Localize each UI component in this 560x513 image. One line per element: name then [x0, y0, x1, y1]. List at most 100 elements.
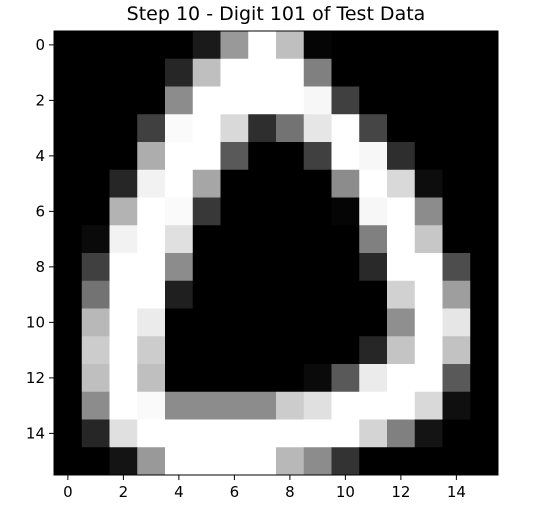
x-tick-label: 2 [119, 483, 129, 501]
heatmap-cell [414, 419, 443, 448]
heatmap-cell [331, 169, 360, 198]
heatmap-cell [303, 280, 332, 309]
heatmap-cell [137, 391, 166, 420]
heatmap-cell [220, 336, 249, 365]
chart-title: Step 10 - Digit 101 of Test Data [127, 3, 426, 25]
heatmap-cell [109, 280, 138, 309]
heatmap-cell [276, 86, 305, 115]
heatmap-cell [137, 169, 166, 198]
heatmap-cell [54, 31, 83, 60]
heatmap-cell [470, 169, 499, 198]
heatmap-cell [248, 86, 277, 115]
heatmap-cell [248, 253, 277, 282]
heatmap-cell [248, 447, 277, 476]
heatmap-cell [276, 142, 305, 171]
heatmap-cell [470, 308, 499, 337]
heatmap-cell [442, 197, 471, 226]
x-tick-label: 0 [63, 483, 73, 501]
heatmap-cell [359, 169, 388, 198]
heatmap-cell [137, 225, 166, 254]
heatmap-cell [442, 225, 471, 254]
heatmap-cell [442, 31, 471, 60]
heatmap-cell [192, 391, 221, 420]
y-axis: 0 2 4 6 8 10 12 14 [26, 36, 54, 442]
heatmap-cell [470, 280, 499, 309]
heatmap-cell [220, 308, 249, 337]
heatmap-cell [54, 58, 83, 87]
heatmap-cell [331, 280, 360, 309]
x-tick-label: 4 [174, 483, 184, 501]
heatmap-cell [276, 197, 305, 226]
heatmap-cell [414, 253, 443, 282]
heatmap-cell [165, 142, 194, 171]
heatmap-cell [359, 364, 388, 393]
heatmap-cell [248, 197, 277, 226]
heatmap-cell [359, 280, 388, 309]
heatmap-cell [359, 225, 388, 254]
y-tick-label: 6 [35, 202, 45, 220]
heatmap-cell [276, 253, 305, 282]
heatmap-cell [414, 336, 443, 365]
heatmap-cell [442, 114, 471, 143]
heatmap-cell [165, 280, 194, 309]
heatmap-cell [192, 31, 221, 60]
heatmap-cell [470, 336, 499, 365]
heatmap-cell [470, 114, 499, 143]
y-tick-label: 8 [35, 258, 45, 276]
heatmap-cell [109, 336, 138, 365]
heatmap-cell [137, 86, 166, 115]
heatmap-cell [137, 308, 166, 337]
heatmap-cell [81, 253, 110, 282]
heatmap-cell [81, 308, 110, 337]
heatmap-cell [442, 364, 471, 393]
heatmap-cell [303, 364, 332, 393]
x-tick-label: 8 [285, 483, 295, 501]
heatmap-cell [359, 58, 388, 87]
heatmap-cell [470, 447, 499, 476]
heatmap-cell [220, 86, 249, 115]
heatmap-cell [442, 308, 471, 337]
heatmap-cell [387, 114, 416, 143]
heatmap-cell [248, 114, 277, 143]
heatmap-cell [54, 114, 83, 143]
heatmap-cell [192, 86, 221, 115]
heatmap-cell [470, 31, 499, 60]
heatmap-cell [470, 419, 499, 448]
heatmap-cell [470, 391, 499, 420]
heatmap-cell [81, 142, 110, 171]
heatmap-cell [276, 419, 305, 448]
heatmap-cell [137, 336, 166, 365]
heatmap-cell [331, 86, 360, 115]
heatmap-cell [192, 253, 221, 282]
heatmap-cell [192, 419, 221, 448]
heatmap-cell [331, 364, 360, 393]
heatmap-cell [192, 447, 221, 476]
heatmap-cell [109, 197, 138, 226]
heatmap-cell [303, 197, 332, 226]
heatmap-cell [276, 447, 305, 476]
heatmap-cell [470, 225, 499, 254]
heatmap-cell [220, 58, 249, 87]
heatmap-cell [442, 280, 471, 309]
heatmap-cell [165, 31, 194, 60]
heatmap-cell [331, 114, 360, 143]
heatmap-cell [248, 336, 277, 365]
heatmap-cell [442, 142, 471, 171]
heatmap-cell [414, 114, 443, 143]
heatmap-cell [442, 447, 471, 476]
heatmap-cell [220, 197, 249, 226]
heatmap-cell [303, 31, 332, 60]
heatmap-cell [387, 142, 416, 171]
heatmap-cell [331, 197, 360, 226]
heatmap-cell [303, 58, 332, 87]
heatmap-cell [387, 58, 416, 87]
heatmap-cell [192, 336, 221, 365]
heatmap-cell [81, 86, 110, 115]
heatmap-cell [137, 114, 166, 143]
heatmap-cell [248, 58, 277, 87]
y-tick-label: 12 [26, 369, 45, 387]
heatmap-cell [414, 197, 443, 226]
heatmap-cell [248, 280, 277, 309]
heatmap-cell [109, 142, 138, 171]
